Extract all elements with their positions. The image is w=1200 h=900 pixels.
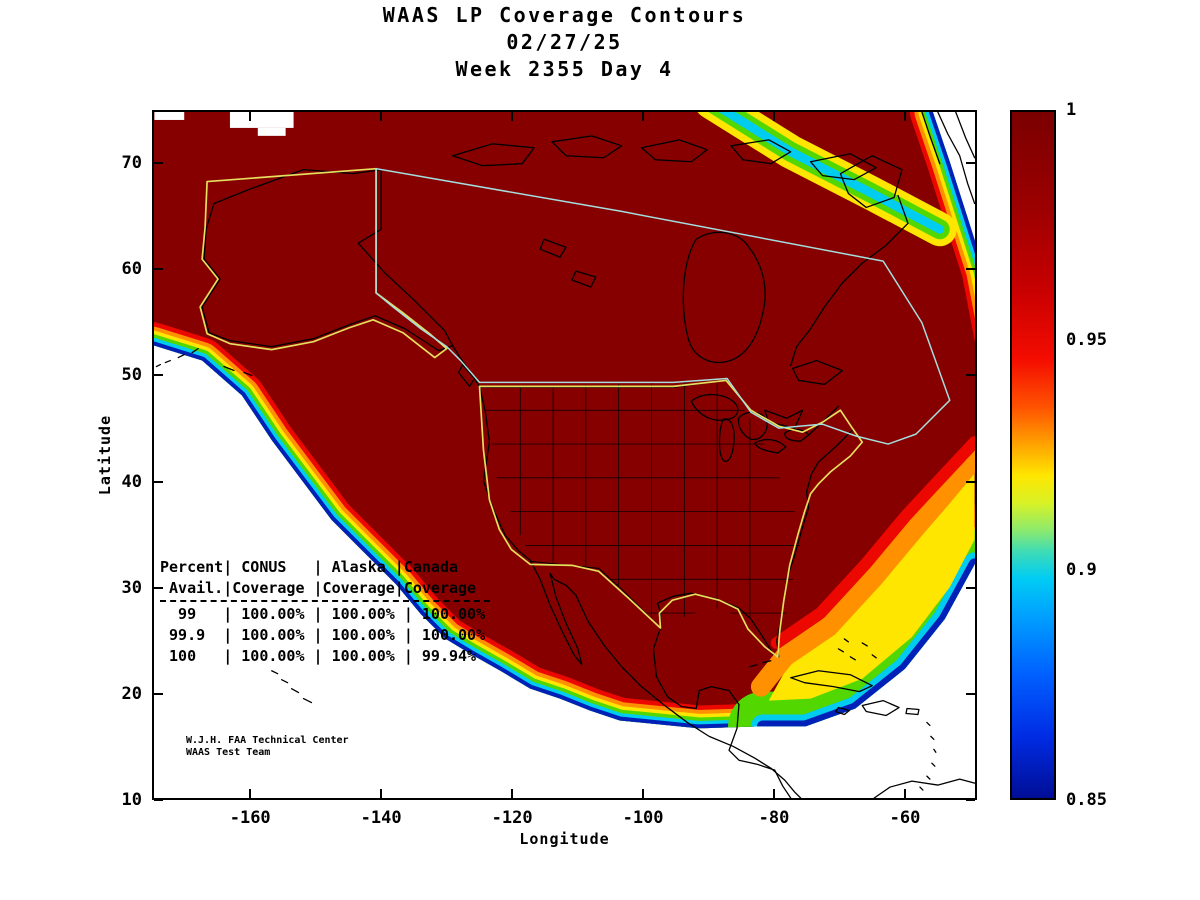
- x-tick-label: -80: [758, 808, 790, 828]
- labrador-coast: [790, 194, 909, 367]
- great-lakes: [690, 393, 810, 462]
- contour-bands: [154, 112, 975, 729]
- coastlines: [155, 112, 975, 798]
- coverage-map: [154, 112, 975, 798]
- colorbar-tick-label: 0.85: [1066, 790, 1107, 810]
- credit-line-1: W.J.H. FAA Technical Center: [186, 735, 349, 746]
- coverage-notches: [154, 112, 294, 136]
- coverage-table-line: 99 | 100.00% | 100.00% | 100.00%: [160, 605, 486, 623]
- chart-title: WAAS LP Coverage Contours: [382, 3, 747, 27]
- bahamas: [837, 638, 877, 661]
- aleutian-islands: [155, 347, 253, 377]
- colorbar-tick-label: 0.9: [1066, 560, 1097, 580]
- x-tick-label: -60: [889, 808, 921, 828]
- coverage-table: Percent| CONUS | Alaska |Canada Avail.|C…: [160, 557, 490, 667]
- x-tick-label: -160: [229, 808, 271, 828]
- jamaica: [834, 706, 850, 716]
- southeast-wide-bands: [728, 436, 975, 729]
- colorbar: [1010, 110, 1056, 800]
- y-tick-label: 70: [121, 153, 142, 174]
- puerto-rico: [905, 707, 920, 716]
- y-tick-label: 20: [121, 683, 142, 704]
- y-axis-label: Latitude: [96, 414, 114, 496]
- coverage-table-line: Avail.|Coverage |Coverage|Coverage: [160, 579, 477, 597]
- florida-keys: [749, 660, 772, 668]
- lesser-antilles: [919, 721, 937, 791]
- y-tick-label: 10: [121, 790, 142, 810]
- x-tick-label: -100: [622, 808, 664, 828]
- chart-date: 02/27/25: [506, 30, 623, 54]
- x-axis-label: Longitude: [519, 830, 610, 848]
- x-tick-label: -140: [360, 808, 402, 828]
- colorbar-tick-label: 1: [1066, 100, 1077, 120]
- credit-line-2: WAAS Test Team: [186, 747, 271, 758]
- hispaniola: [861, 699, 900, 717]
- vancouver-island: [457, 363, 476, 388]
- east-gulf-coast: [652, 429, 853, 798]
- greenland-coast: [921, 112, 975, 205]
- y-tick-label: 40: [121, 471, 142, 492]
- colorbar-tick-label: 0.95: [1066, 330, 1107, 350]
- coverage-table-line: 99.9 | 100.00% | 100.00% | 100.00%: [160, 626, 486, 644]
- baffin-island: [839, 155, 903, 209]
- state-boundaries: [482, 380, 801, 629]
- newfoundland: [792, 359, 844, 386]
- chart-title-block: WAAS LP Coverage Contours 02/27/25 Week …: [152, 2, 977, 83]
- coverage-table-divider: [160, 600, 490, 602]
- y-tick-label: 60: [121, 259, 142, 280]
- cuba: [790, 670, 873, 693]
- conus-alaska-boundary: [199, 167, 864, 658]
- south-america-coast: [873, 778, 975, 798]
- hawaii-islands: [271, 670, 313, 704]
- colorbar-labels: 1 0.95 0.9 0.85: [1066, 100, 1126, 810]
- coverage-table-line: Percent| CONUS | Alaska |Canada: [160, 558, 459, 576]
- nw-lakes: [539, 238, 597, 288]
- x-tick-label: -120: [491, 808, 533, 828]
- arctic-islands: [452, 135, 877, 181]
- pacific-mexico-coast: [478, 385, 802, 798]
- plot-area: [152, 110, 977, 800]
- canada-boundary: [375, 167, 951, 445]
- chart-week-day: Week 2355 Day 4: [455, 57, 674, 81]
- credit-text: W.J.H. FAA Technical Center WAAS Test Te…: [186, 735, 349, 759]
- northeast-trough-band: [694, 112, 957, 247]
- hudson-bay: [682, 231, 766, 364]
- y-tick-label: 30: [121, 577, 142, 598]
- y-tick-label: 50: [121, 365, 142, 386]
- coverage-table-line: 100 | 100.00% | 100.00% | 99.94%: [160, 647, 477, 665]
